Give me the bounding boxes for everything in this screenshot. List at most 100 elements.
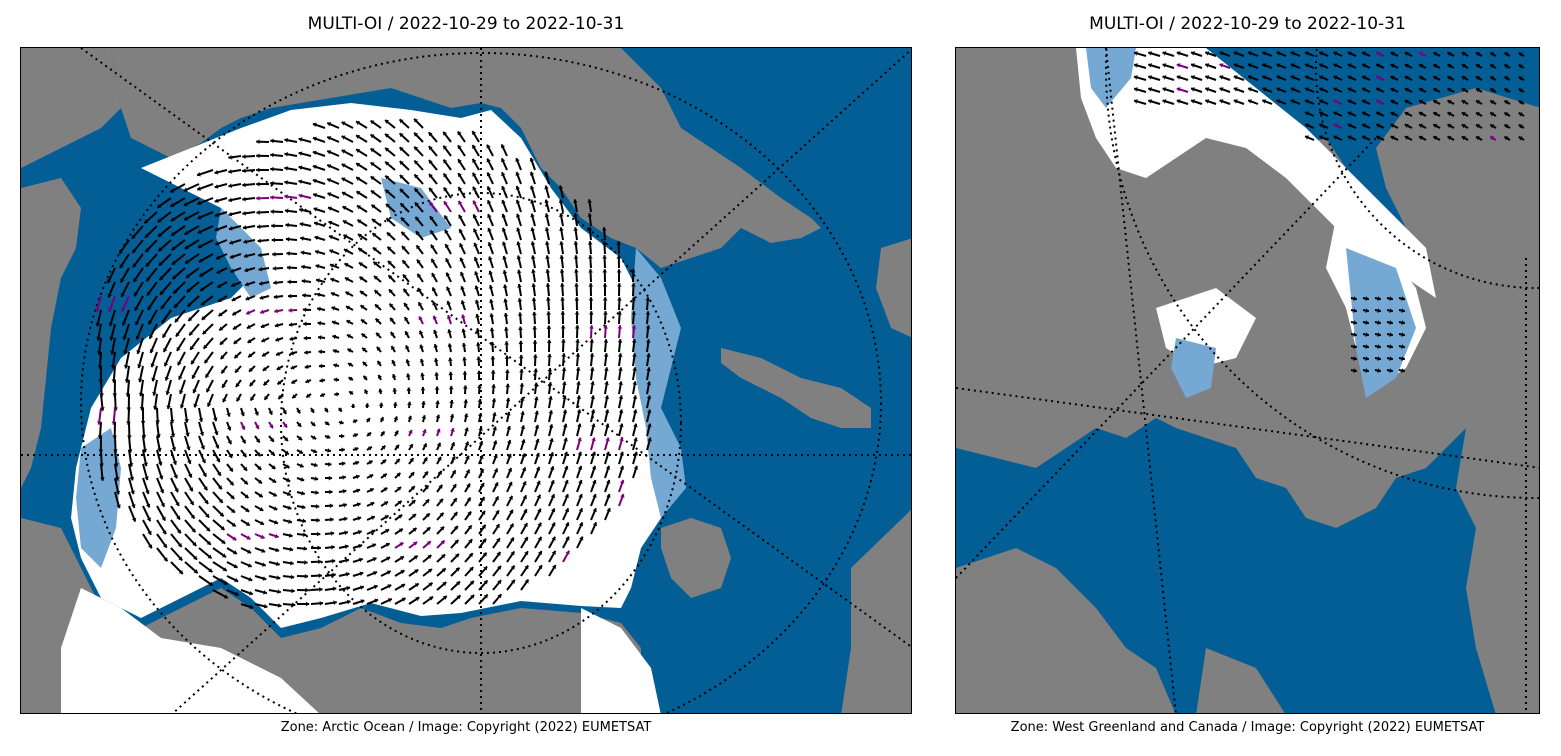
drift-vector-head [523,537,528,542]
drift-vector-head [1205,87,1210,92]
drift-vector-head [285,236,290,242]
drift-vector-head [397,486,402,491]
drift-vector-head [645,339,651,343]
drift-vector-head [184,216,189,221]
drift-vector-head [1276,99,1281,104]
drift-vector-head [170,188,175,193]
drift-vector-head [170,202,175,207]
drift-vector-head [617,325,623,329]
drift-vector-head [1305,123,1309,128]
drift-vector-head [503,298,508,303]
drift-vector-head [244,267,249,273]
drift-vector-head [1419,63,1423,68]
drift-vector-head [577,465,583,470]
drift-vector-head [343,516,348,522]
drift-vector-head [1276,51,1281,56]
drift-vector-head [346,334,351,339]
drift-vector-head [305,587,309,593]
drift-vector-head [589,353,595,357]
drift-vector-head [332,348,337,354]
drift-vector-head [298,165,303,170]
drift-vector-head [578,480,583,484]
drift-vector-head [633,465,639,470]
drift-vector-head [1490,88,1495,93]
drift-vector-head [370,148,375,153]
drift-vector-head [263,381,268,386]
land-greenland [111,48,821,268]
drift-vector-head [563,437,568,442]
drift-vector-head [561,367,567,371]
drift-vector-head [550,494,555,499]
drift-vector-head [523,509,528,514]
drift-vector-head [299,222,304,227]
drift-vector-head [1447,135,1452,141]
drift-vector-head [506,411,511,416]
drift-vector-head [1518,76,1523,81]
drift-vector-head [1518,136,1523,141]
drift-vector-head [619,479,625,484]
drift-vector-head [578,508,583,513]
drift-vector-head [533,354,538,358]
drift-vector-head [420,387,426,391]
drift-vector-head [231,282,236,288]
drift-vector-head [1133,75,1138,80]
drift-vector-head [300,250,305,256]
drift-vector-head [206,402,212,407]
drift-vector-head [1504,52,1509,57]
drift-vector-head [605,451,611,456]
drift-vector-head [228,169,232,174]
drift-vector-head [393,416,399,421]
drift-vector-head [433,344,439,348]
drift-vector-head [449,400,454,404]
drift-vector-head [518,326,523,330]
drift-vector-head [1377,356,1381,361]
drift-vector-head [444,244,450,249]
drift-vector-head [256,195,260,201]
drift-vector-head [329,503,334,509]
drift-vector-head [341,135,346,140]
drift-vector-head [1262,99,1267,104]
drift-vector-head [521,453,526,458]
drift-vector-head [346,599,351,605]
drift-vector-head [246,310,251,315]
drift-vector-head [147,291,151,296]
drift-vector-head [488,270,493,275]
drift-vector-head [1148,63,1153,68]
drift-vector-head [561,353,567,357]
drift-vector-head [646,367,651,371]
drift-vector-head [327,448,331,453]
drift-vector-head [248,577,253,582]
drift-vector-head [483,580,488,585]
drift-vector-head [487,200,492,205]
drift-vector-head [564,508,570,513]
drift-vector-head [284,194,288,199]
drift-vector-head [478,441,484,445]
drift-vector-head [272,266,277,271]
drift-vector-head [1233,63,1238,68]
drift-vector-head [592,522,598,527]
drift-vector-head [535,466,541,471]
drift-vector-head [457,145,462,150]
drift-vector-head [257,224,261,230]
drift-vector-head [521,467,527,472]
drift-vector-head [347,348,352,353]
drift-vector-head [387,598,392,603]
drift-vector-head [532,326,538,330]
drift-vector-head [156,434,161,438]
drift-vector-head [176,529,181,534]
drift-vector-head [631,283,636,287]
drift-vector-head [442,582,447,587]
drift-vector-head [385,529,390,534]
drift-vector-head [205,373,210,378]
drift-vector-head [187,459,192,464]
drift-vector-head [261,338,266,343]
drift-vector-head [176,515,181,520]
drift-vector-head [619,465,625,470]
drift-vector-head [1305,135,1309,140]
drift-vector-head [289,336,294,342]
drift-vector-head [517,283,522,288]
drift-vector-head [274,520,278,525]
drift-vector-head [334,391,338,397]
drift-vector-head [297,422,302,427]
drift-vector-head [356,191,361,196]
